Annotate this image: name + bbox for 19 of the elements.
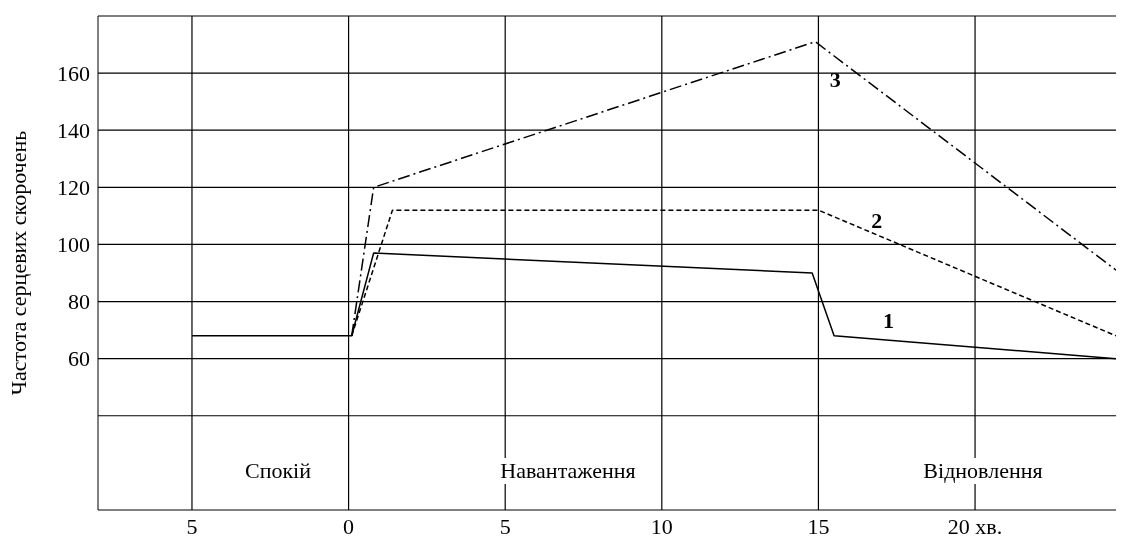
x-tick-label: 5 bbox=[186, 513, 198, 539]
y-tick-label: 140 bbox=[57, 118, 90, 144]
y-tick-label: 100 bbox=[57, 232, 90, 258]
series-label: 2 bbox=[871, 207, 883, 233]
x-tick-label: 5 bbox=[499, 513, 511, 539]
x-tick-label: 0 bbox=[343, 513, 355, 539]
y-tick-label: 80 bbox=[68, 289, 90, 315]
x-tick-label: 15 bbox=[807, 513, 830, 539]
x-tick-label: 20 хв. bbox=[947, 513, 1003, 539]
annotation: Спокій bbox=[240, 458, 316, 484]
y-tick-label: 60 bbox=[68, 346, 90, 372]
annotation: Навантаження bbox=[496, 458, 640, 484]
y-tick-label: 120 bbox=[57, 175, 90, 201]
series-label: 3 bbox=[829, 66, 841, 92]
y-axis-title: Частота серцевих скорочень bbox=[5, 130, 31, 396]
y-tick-label: 160 bbox=[57, 60, 90, 86]
x-tick-label: 10 bbox=[650, 513, 673, 539]
annotation: Відновлення bbox=[919, 458, 1047, 484]
series-label: 1 bbox=[883, 307, 895, 333]
